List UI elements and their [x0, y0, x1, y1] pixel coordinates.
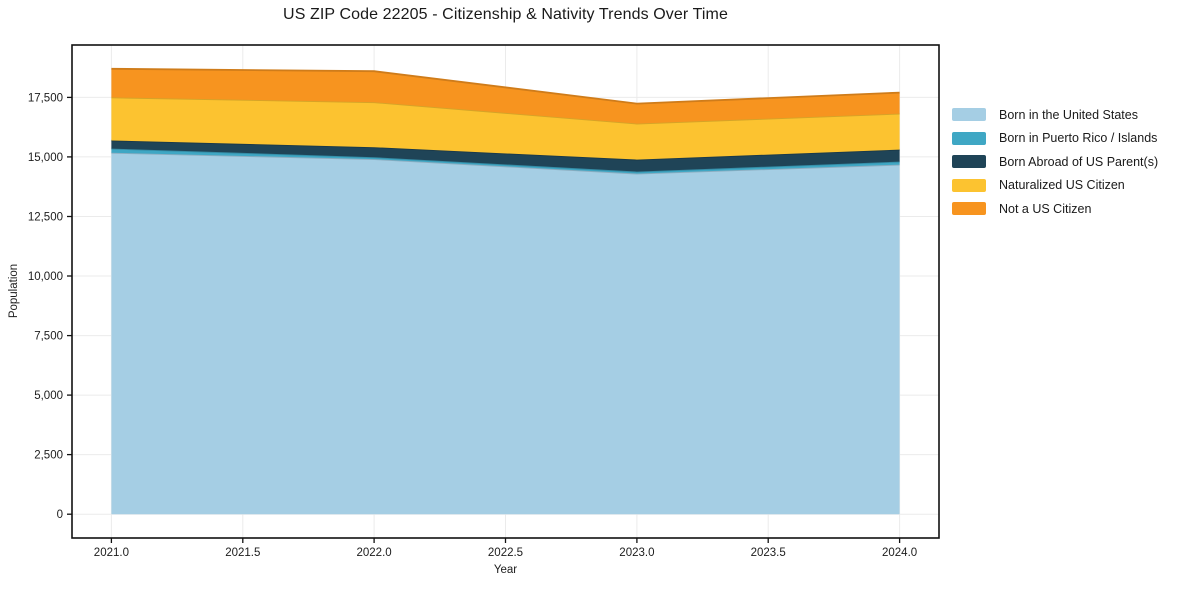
- legend-item: Naturalized US Citizen: [952, 174, 1158, 198]
- y-tick-label: 17,500: [28, 92, 63, 104]
- area-series-4: [111, 68, 900, 124]
- x-tick-label: 2021.5: [225, 547, 260, 559]
- x-tick-label: 2024.0: [882, 547, 917, 559]
- x-axis-title: Year: [493, 564, 518, 576]
- area-series-4-edge: [111, 67, 900, 105]
- x-tick-label: 2023.5: [751, 547, 786, 559]
- x-tick-label: 2023.0: [619, 547, 654, 559]
- legend-swatch-icon: [952, 131, 986, 145]
- legend: Born in the United States Born in Puerto …: [952, 103, 1158, 221]
- legend-swatch-icon: [952, 155, 986, 169]
- y-tick-label: 5,000: [34, 390, 63, 402]
- legend-item: Born in Puerto Rico / Islands: [952, 127, 1158, 151]
- legend-label: Born in the United States: [999, 107, 1138, 122]
- area-series-2: [111, 140, 900, 172]
- y-tick-label: 10,000: [28, 271, 63, 283]
- y-axis-title: Population: [8, 263, 20, 319]
- area-series-0: [111, 152, 900, 515]
- legend-item: Not a US Citizen: [952, 197, 1158, 221]
- legend-label: Born Abroad of US Parent(s): [999, 154, 1159, 169]
- legend-item: Born Abroad of US Parent(s): [952, 150, 1158, 174]
- y-tick-label: 7,500: [34, 331, 63, 343]
- x-tick-label: 2021.0: [94, 547, 129, 559]
- legend-swatch-icon: [952, 202, 986, 216]
- legend-label: Naturalized US Citizen: [999, 178, 1125, 193]
- legend-item: Born in the United States: [952, 103, 1158, 127]
- area-series-3: [111, 97, 900, 160]
- x-tick-label: 2022.5: [488, 547, 523, 559]
- y-tick-label: 2,500: [34, 450, 63, 462]
- y-tick-label: 15,000: [28, 152, 63, 164]
- y-tick-label: 12,500: [28, 212, 63, 224]
- legend-label: Not a US Citizen: [999, 201, 1092, 216]
- legend-swatch-icon: [952, 108, 986, 122]
- x-tick-label: 2022.0: [357, 547, 392, 559]
- legend-label: Born in Puerto Rico / Islands: [999, 131, 1158, 146]
- legend-swatch-icon: [952, 178, 986, 192]
- y-tick-label: 0: [57, 509, 63, 521]
- chart-title: US ZIP Code 22205 - Citizenship & Nativi…: [283, 6, 728, 23]
